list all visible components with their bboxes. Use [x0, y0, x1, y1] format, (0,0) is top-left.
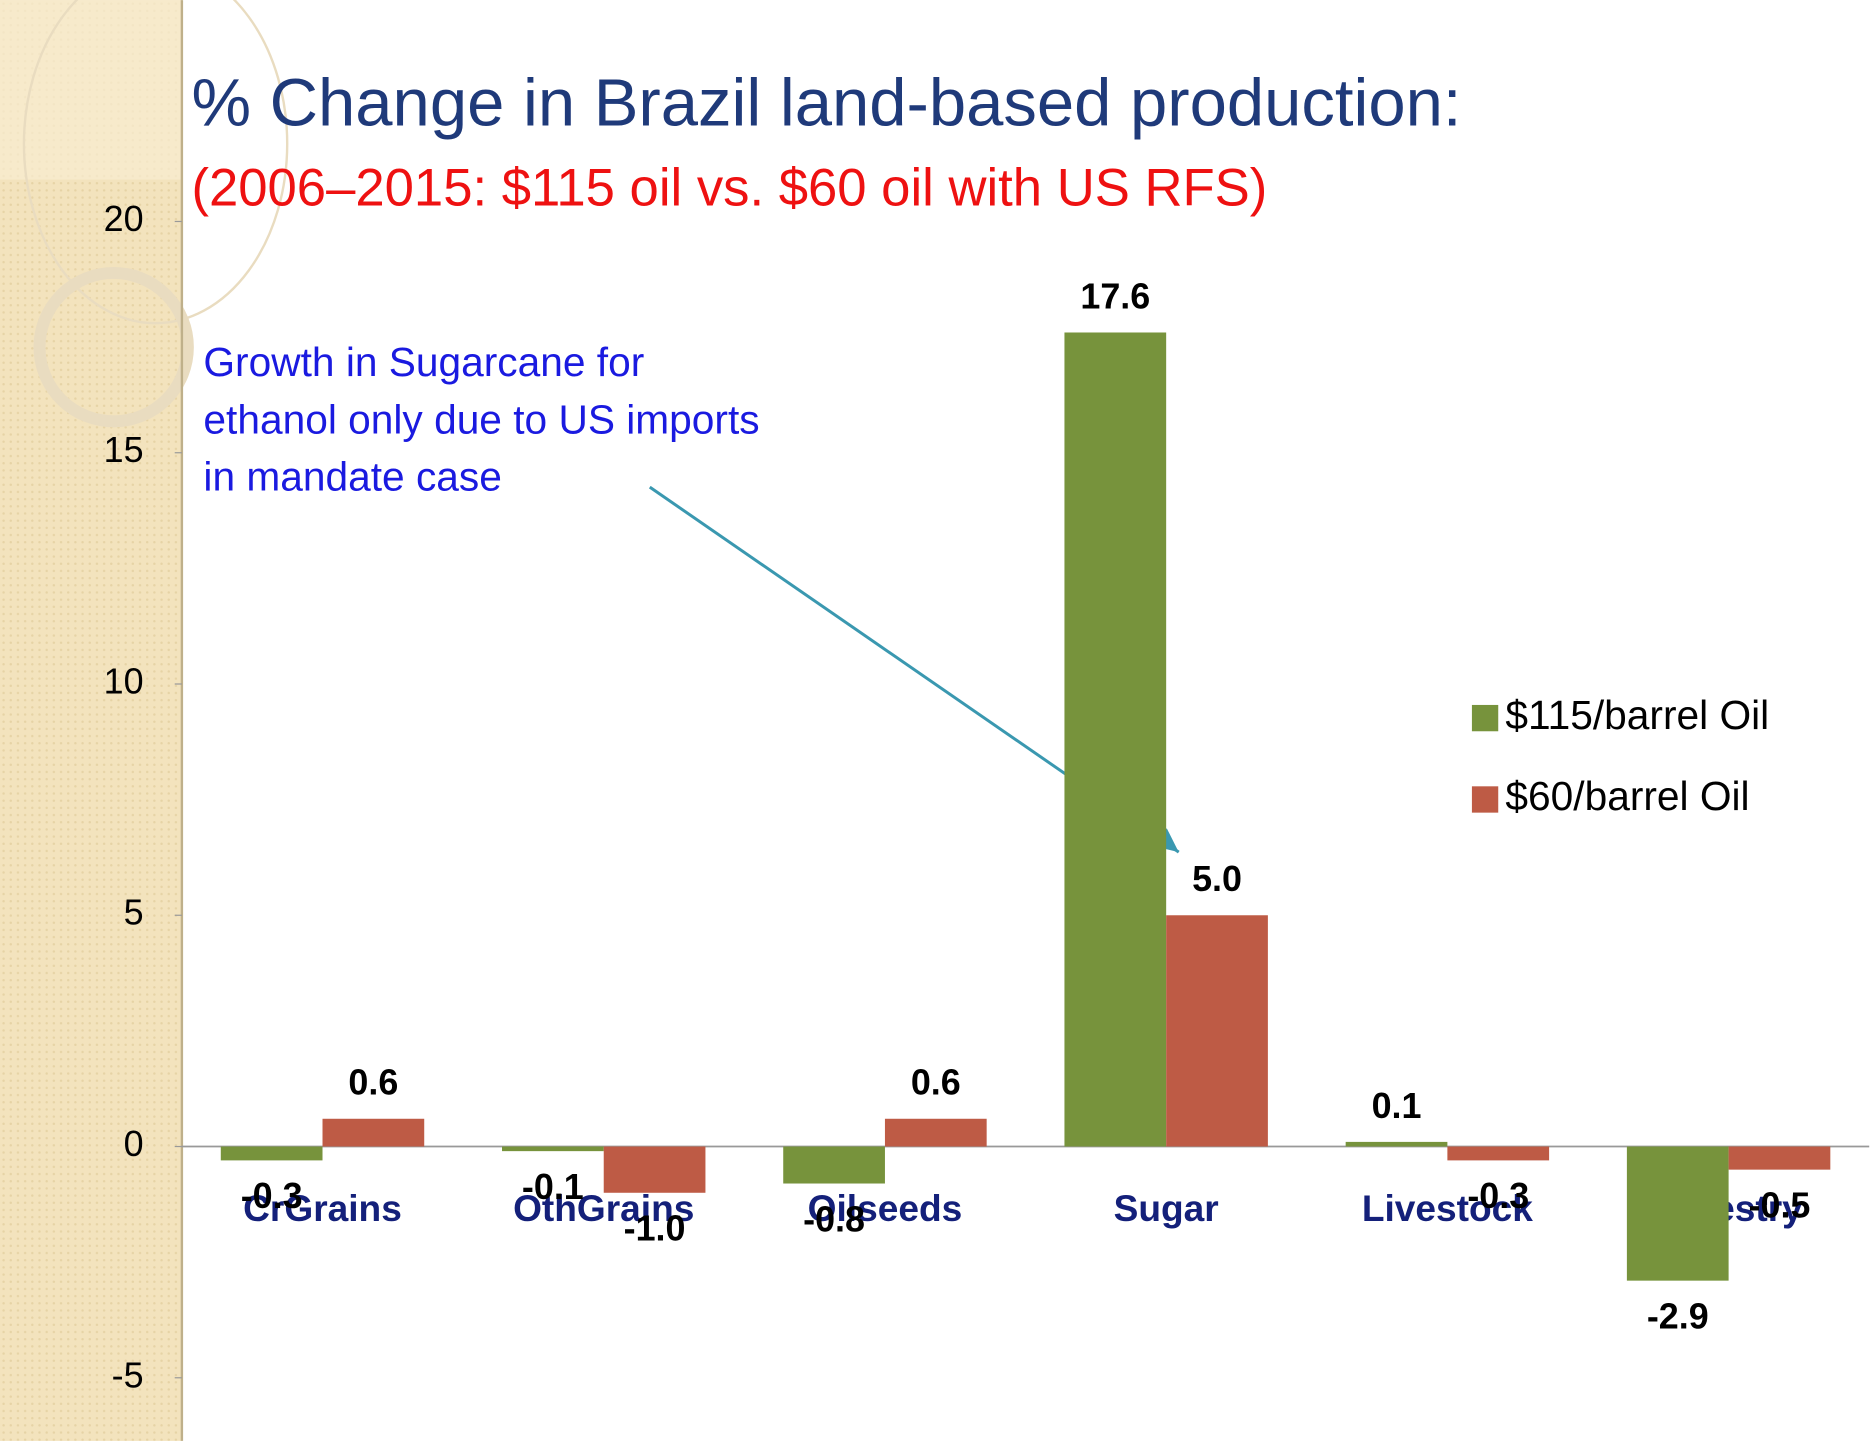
legend-label: $115/barrel Oil	[1505, 692, 1769, 738]
y-tick-label: -5	[112, 1355, 144, 1395]
side-band-top	[0, 0, 182, 180]
bar	[1345, 1141, 1448, 1147]
legend-label: $60/barrel Oil	[1505, 773, 1749, 819]
bar	[1626, 1146, 1729, 1281]
bar	[322, 1118, 425, 1147]
x-tick-label: Sugar	[1114, 1187, 1219, 1229]
legend-swatch	[1471, 786, 1499, 813]
value-label: 17.6	[1080, 276, 1150, 316]
value-label: -0.1	[522, 1167, 584, 1207]
chart-subtitle: (2006–2015: $115 oil vs. $60 oil with US…	[191, 158, 1267, 217]
x-tick-label: CrGrains	[243, 1187, 402, 1229]
x-tick-label: Livestock	[1362, 1187, 1533, 1229]
value-label: -0.5	[1749, 1185, 1811, 1225]
side-band	[0, 0, 182, 1441]
y-tick-label: 5	[124, 893, 144, 933]
decor-ring	[33, 266, 194, 428]
decor-arc	[22, 0, 289, 325]
legend-swatch	[1471, 704, 1499, 732]
x-tick-label: OthGrains	[513, 1187, 694, 1229]
value-label: -2.9	[1647, 1296, 1709, 1336]
bar	[783, 1146, 885, 1184]
y-tick-label: 10	[104, 661, 144, 701]
bar	[1447, 1146, 1550, 1161]
value-label: 0.6	[348, 1063, 398, 1103]
bar	[502, 1146, 604, 1152]
value-label: -1.0	[624, 1209, 686, 1249]
value-label: -0.8	[803, 1199, 865, 1239]
x-tick-label: Oilseeds	[808, 1187, 963, 1229]
annotation: in mandate case	[203, 454, 501, 500]
y-tick-label: 20	[104, 199, 144, 239]
annotation: Growth in Sugarcane for	[203, 339, 644, 385]
bar	[1064, 332, 1167, 1147]
value-label: -0.3	[1467, 1176, 1529, 1216]
bar	[603, 1146, 706, 1193]
value-label: 0.1	[1372, 1086, 1422, 1126]
bar	[1728, 1146, 1831, 1170]
y-tick-label: 0	[124, 1124, 144, 1164]
bar	[884, 1118, 987, 1147]
value-label: -0.3	[241, 1176, 303, 1216]
annotation: ethanol only due to US imports	[203, 396, 759, 442]
y-tick-label: 15	[104, 430, 144, 470]
chart-title: % Change in Brazil land-based production…	[191, 66, 1461, 141]
value-label: 5.0	[1192, 859, 1242, 899]
bar	[220, 1146, 323, 1161]
value-label: 0.6	[911, 1063, 961, 1103]
bar	[1166, 915, 1268, 1147]
